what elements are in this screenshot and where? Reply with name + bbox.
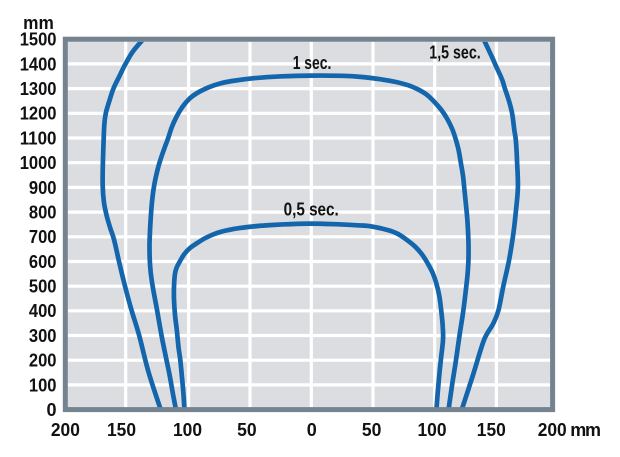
svg-text:1000: 1000 bbox=[20, 153, 57, 173]
svg-text:200: 200 bbox=[29, 351, 57, 371]
svg-text:0,5 sec.: 0,5 sec. bbox=[284, 200, 339, 220]
svg-text:1500: 1500 bbox=[20, 30, 57, 50]
svg-text:1 sec.: 1 sec. bbox=[293, 53, 332, 73]
svg-text:400: 400 bbox=[29, 301, 57, 321]
svg-text:100: 100 bbox=[173, 420, 202, 440]
svg-text:200: 200 bbox=[538, 420, 567, 440]
svg-text:0: 0 bbox=[307, 420, 317, 440]
svg-text:1,5 sec.: 1,5 sec. bbox=[429, 42, 480, 62]
svg-text:mm: mm bbox=[23, 13, 54, 33]
svg-text:300: 300 bbox=[29, 326, 57, 346]
svg-text:100: 100 bbox=[418, 420, 447, 440]
svg-text:150: 150 bbox=[107, 420, 136, 440]
svg-text:100: 100 bbox=[29, 375, 57, 395]
svg-text:600: 600 bbox=[29, 252, 57, 272]
svg-text:500: 500 bbox=[29, 277, 57, 297]
svg-text:1300: 1300 bbox=[20, 79, 57, 99]
svg-text:800: 800 bbox=[29, 203, 57, 223]
svg-text:1400: 1400 bbox=[20, 54, 57, 74]
svg-text:mm: mm bbox=[570, 420, 601, 440]
svg-text:900: 900 bbox=[29, 178, 57, 198]
svg-text:700: 700 bbox=[29, 227, 57, 247]
svg-text:1100: 1100 bbox=[20, 128, 57, 148]
svg-text:50: 50 bbox=[237, 420, 257, 440]
svg-text:0: 0 bbox=[46, 400, 56, 420]
svg-text:1200: 1200 bbox=[20, 104, 57, 124]
svg-text:200: 200 bbox=[51, 420, 80, 440]
svg-text:150: 150 bbox=[477, 420, 506, 440]
svg-text:50: 50 bbox=[362, 420, 382, 440]
